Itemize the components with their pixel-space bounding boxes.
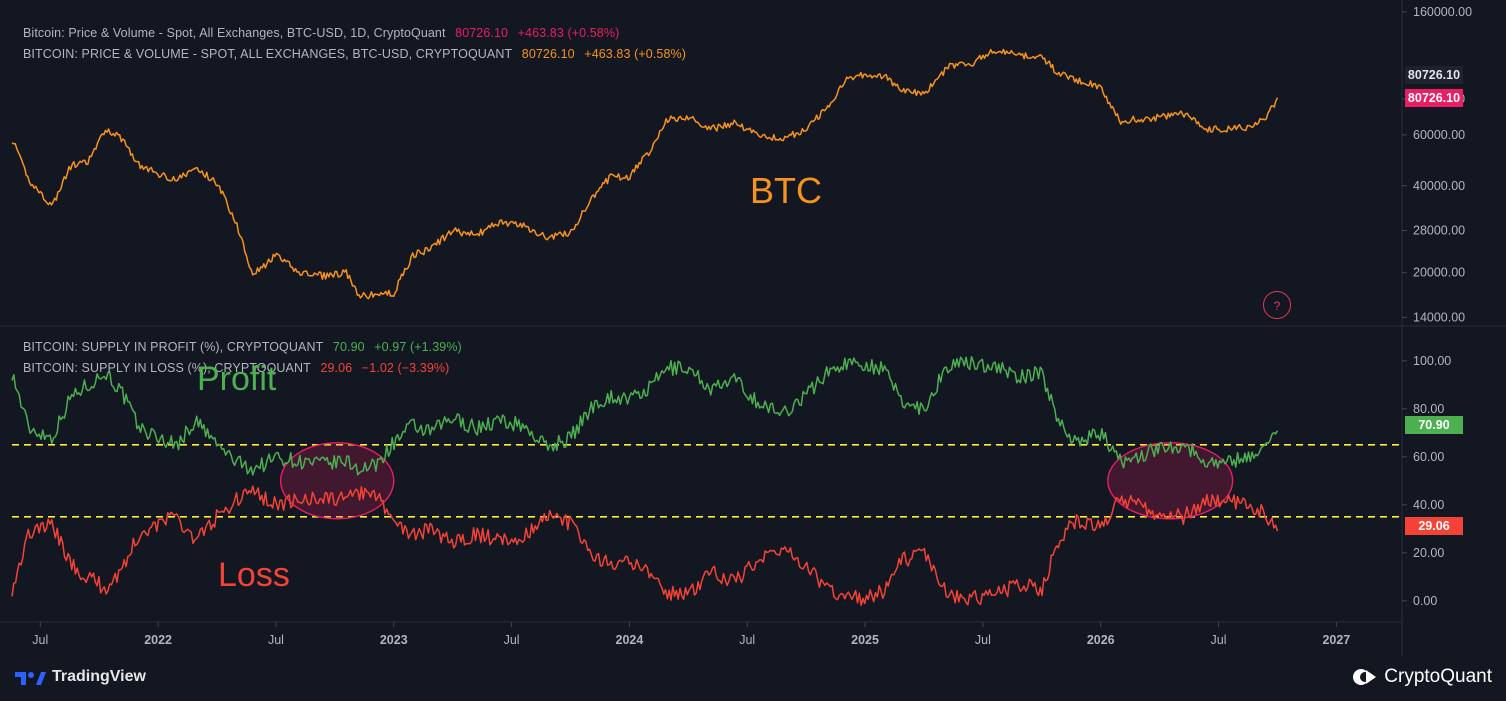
time-tick-label: Jul (268, 633, 284, 647)
time-tick-label: 2027 (1322, 633, 1350, 647)
legend-change: +0.97 (+1.39%) (374, 340, 462, 354)
time-tick-label: Jul (739, 633, 755, 647)
profit-value-tag: 70.90 (1405, 416, 1463, 434)
tradingview-icon (15, 672, 46, 685)
price-tick-label: 160000.00 (1413, 5, 1472, 19)
tradingview-logo[interactable]: TradingView (14, 668, 146, 686)
footer: TradingView CryptoQuant (0, 656, 1506, 701)
time-tick-label: 2024 (616, 633, 644, 647)
legend-change: +463.83 (+0.58%) (584, 47, 686, 61)
legend-title: BITCOIN: SUPPLY IN PROFIT (%), CRYPTOQUA… (23, 340, 324, 354)
supply-tick-label: 20.00 (1413, 546, 1444, 560)
time-tick-label: Jul (504, 633, 520, 647)
tradingview-label: TradingView (52, 668, 146, 685)
supply-tick-label: 80.00 (1413, 402, 1444, 416)
supply-tick-label: 100.00 (1413, 354, 1451, 368)
price-tick-label: 14000.00 (1413, 310, 1465, 324)
loss-annotation: Loss (218, 556, 290, 594)
last-price-tag-red: 80726.10 (1405, 89, 1463, 107)
legend-supply-loss: BITCOIN: SUPPLY IN LOSS (%), CRYPTOQUANT… (23, 361, 455, 375)
btc-price-line (11, 48, 1279, 300)
legend-price-spot: Bitcoin: Price & Volume - Spot, All Exch… (23, 26, 625, 40)
highlight-ellipse (279, 442, 395, 520)
cryptoquant-label: CryptoQuant (1384, 666, 1492, 687)
cryptoquant-logo: CryptoQuant (1352, 666, 1492, 688)
question-icon[interactable]: ? (1263, 291, 1291, 319)
cryptoquant-icon (1353, 669, 1377, 685)
time-tick-label: 2023 (380, 633, 408, 647)
legend-value: 80726.10 (521, 47, 575, 61)
legend-price-cq: BITCOIN: PRICE & VOLUME - SPOT, ALL EXCH… (23, 47, 692, 61)
legend-change: +463.83 (+0.58%) (517, 26, 620, 40)
supply-tick-label: 0.00 (1413, 594, 1437, 608)
loss-value-tag: 29.06 (1405, 517, 1463, 535)
legend-value: 29.06 (320, 361, 353, 375)
time-tick-label: 2025 (851, 633, 879, 647)
legend-title: BITCOIN: PRICE & VOLUME - SPOT, ALL EXCH… (23, 47, 513, 61)
time-tick-label: Jul (32, 633, 48, 647)
legend-value: 70.90 (332, 340, 365, 354)
legend-change: −1.02 (−3.39%) (361, 361, 450, 375)
time-tick-label: 2022 (144, 633, 172, 647)
time-tick-label: Jul (1211, 633, 1227, 647)
legend-value: 80726.10 (455, 26, 509, 40)
last-price-tag-gray: 80726.10 (1405, 66, 1463, 84)
price-tick-label: 28000.00 (1413, 223, 1465, 237)
time-tick-label: Jul (975, 633, 991, 647)
legend-supply-profit: BITCOIN: SUPPLY IN PROFIT (%), CRYPTOQUA… (23, 340, 468, 354)
btc-annotation: BTC (750, 170, 822, 211)
supply-tick-label: 40.00 (1413, 498, 1444, 512)
price-tick-label: 60000.00 (1413, 128, 1465, 142)
legend-title: BITCOIN: SUPPLY IN LOSS (%), CRYPTOQUANT (23, 361, 311, 375)
profit-annotation: Profit (197, 360, 277, 398)
price-tick-label: 40000.00 (1413, 179, 1465, 193)
supply-in-profit-line (11, 356, 1279, 476)
legend-title: Bitcoin: Price & Volume - Spot, All Exch… (23, 26, 446, 40)
price-tick-label: 20000.00 (1413, 266, 1465, 280)
chart-canvas[interactable]: 160000.0080000.0060000.0040000.0028000.0… (0, 0, 1506, 656)
supply-tick-label: 60.00 (1413, 450, 1444, 464)
time-tick-label: 2026 (1087, 633, 1115, 647)
supply-in-loss-line (11, 485, 1279, 607)
